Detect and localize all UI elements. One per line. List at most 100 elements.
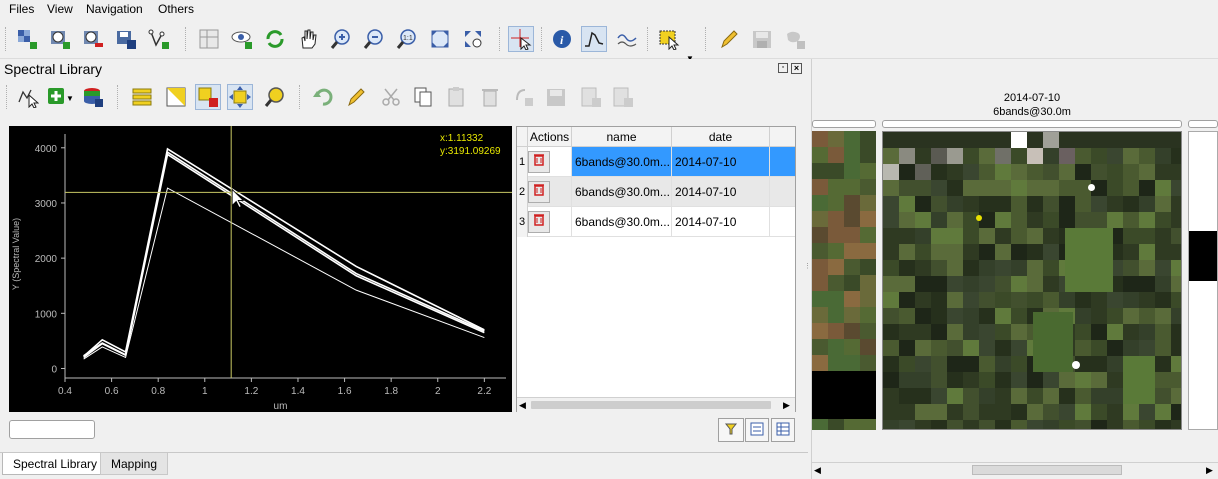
cut-icon <box>378 84 404 110</box>
filter-input[interactable] <box>9 420 95 439</box>
scrollbar-thumb[interactable] <box>972 465 1122 475</box>
float-dock-icon[interactable]: ▫ <box>778 63 788 73</box>
chevron-down-icon[interactable]: ▼ <box>66 94 74 103</box>
pan-map-to-selection-icon[interactable] <box>227 84 253 110</box>
zoom-full-icon[interactable] <box>427 26 453 52</box>
map-slider[interactable] <box>1188 120 1218 128</box>
toolbar-separator <box>117 85 120 109</box>
tab-mapping[interactable]: Mapping <box>100 453 169 475</box>
column-header-filler <box>770 127 795 147</box>
name-cell[interactable]: 6bands@30.0m... <box>572 207 672 237</box>
map-canvas-next[interactable] <box>1188 131 1218 430</box>
edit-toggle-icon[interactable] <box>343 84 369 110</box>
chart-svg[interactable]: 0.4 0.6 0.8 1 1.2 1.4 1.6 1.8 2 2.2 0 1000 2000 3000 4… <box>9 126 512 412</box>
row-number[interactable]: 2 <box>517 177 528 207</box>
profile-line <box>83 147 485 357</box>
map-canvas-current[interactable] <box>882 131 1182 430</box>
refresh-icon[interactable] <box>262 26 288 52</box>
row-number[interactable]: 1 <box>517 147 528 177</box>
column-header-name[interactable]: name <box>572 127 672 147</box>
column-header-date[interactable]: date <box>672 127 770 147</box>
menu-navigation[interactable]: Navigation <box>86 2 143 16</box>
form-view-button[interactable] <box>745 418 769 442</box>
invert-selection-icon[interactable] <box>163 84 189 110</box>
zoom-1to1-icon[interactable]: 1:1 <box>394 26 420 52</box>
date-cell[interactable]: 2014-07-10 <box>672 147 770 177</box>
table-row[interactable]: 3 6bands@30.0m... 2014-07-10 <box>517 207 795 237</box>
y-tick-label: 0 <box>51 364 57 375</box>
y-tick-label: 4000 <box>35 144 58 155</box>
scroll-right-icon[interactable]: ▶ <box>783 400 790 410</box>
profile-line <box>83 150 485 357</box>
date-cell[interactable]: 2014-07-10 <box>672 177 770 207</box>
zoom-in-icon[interactable] <box>328 26 354 52</box>
menu-files[interactable]: Files <box>9 2 35 16</box>
map-slider[interactable] <box>812 120 876 128</box>
row-number[interactable]: 3 <box>517 207 528 237</box>
menu-bar: Files View Navigation Others <box>0 0 1218 20</box>
zoom-to-selection-icon[interactable] <box>262 84 288 110</box>
scroll-left-icon[interactable]: ◀ <box>519 400 526 410</box>
toolbar-separator <box>541 27 544 51</box>
date-cell[interactable]: 2014-07-10 <box>672 207 770 237</box>
add-timeseries-icon[interactable] <box>47 26 73 52</box>
splitter-handle[interactable]: ⋮ <box>804 263 811 270</box>
identify-icon[interactable]: i <box>549 26 575 52</box>
name-cell[interactable]: 6bands@30.0m... <box>572 147 672 177</box>
temporal-profile-icon[interactable] <box>614 26 640 52</box>
scroll-right-icon[interactable]: ▶ <box>1206 465 1213 475</box>
edit-icon[interactable] <box>716 26 742 52</box>
table-horizontal-scrollbar[interactable]: ◀ ▶ <box>517 397 795 412</box>
satellite-image <box>812 131 876 430</box>
actions-cell <box>528 207 572 237</box>
table-row[interactable]: 1 6bands@30.0m... 2014-07-10 <box>517 147 795 177</box>
save-timeseries-icon[interactable] <box>113 26 139 52</box>
x-tick-label: 1.4 <box>291 386 305 397</box>
toolbar-separator <box>185 27 188 51</box>
name-cell[interactable]: 6bands@30.0m... <box>572 177 672 207</box>
zoom-pixel-icon[interactable] <box>460 26 486 52</box>
save-edits-icon <box>749 26 775 52</box>
close-dock-icon[interactable]: × <box>791 63 802 74</box>
pan-icon[interactable] <box>295 26 321 52</box>
add-profile-icon[interactable] <box>44 84 70 110</box>
map-layout-icon[interactable] <box>196 26 222 52</box>
profile-location-marker <box>1072 361 1080 369</box>
x-axis-label: um <box>274 401 288 412</box>
profile-select-icon[interactable] <box>15 84 41 110</box>
spectral-profile-plot[interactable]: 0.4 0.6 0.8 1 1.2 1.4 1.6 1.8 2 2.2 0 1000 2000 3000 4… <box>9 126 512 412</box>
menu-view[interactable]: View <box>47 2 73 16</box>
show-map-icon[interactable] <box>229 26 255 52</box>
map-canvas-previous[interactable] <box>812 131 876 430</box>
add-raster-icon[interactable] <box>14 26 40 52</box>
trash-icon <box>532 207 546 236</box>
mouse-cursor-icon <box>231 188 245 208</box>
select-location-icon[interactable] <box>508 26 534 52</box>
select-all-icon[interactable] <box>129 84 155 110</box>
scrollbar-thumb[interactable] <box>531 401 771 409</box>
no-data-area <box>1189 231 1217 281</box>
y-axis-label: Y (Spectral Value) <box>11 218 21 290</box>
table-row[interactable]: 2 6bands@30.0m... 2014-07-10 <box>517 177 795 207</box>
spectral-profile-icon[interactable] <box>581 26 607 52</box>
import-library-icon[interactable] <box>80 84 106 110</box>
zoom-out-icon[interactable] <box>361 26 387 52</box>
delete-row-button[interactable] <box>528 211 550 233</box>
menu-others[interactable]: Others <box>158 2 195 16</box>
map-horizontal-scrollbar[interactable]: ◀ ▶ <box>812 462 1218 478</box>
scroll-left-icon[interactable]: ◀ <box>814 465 821 475</box>
select-features-icon[interactable] <box>656 26 682 52</box>
delete-row-button[interactable] <box>528 181 550 203</box>
map-slider[interactable] <box>882 120 1182 128</box>
toolbar-separator <box>647 27 650 51</box>
add-vector-icon[interactable] <box>146 26 172 52</box>
column-header-actions[interactable]: Actions <box>528 127 572 147</box>
chevron-down-icon[interactable]: ▼ <box>686 54 694 63</box>
delete-row-button[interactable] <box>528 151 550 173</box>
tab-spectral-library[interactable]: Spectral Library <box>2 453 109 475</box>
remove-selection-icon[interactable] <box>195 84 221 110</box>
table-view-button[interactable] <box>771 418 795 442</box>
remove-timeseries-icon[interactable] <box>80 26 106 52</box>
copy-icon[interactable] <box>410 84 436 110</box>
filter-expression-button[interactable] <box>718 418 744 442</box>
